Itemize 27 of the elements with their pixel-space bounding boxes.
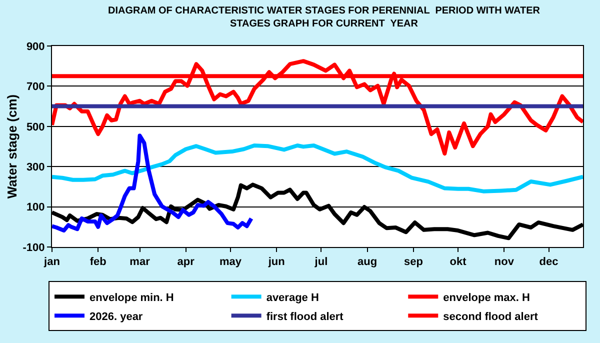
y-tick-label: 900 xyxy=(26,40,45,53)
y-tick-label: 500 xyxy=(26,121,45,134)
x-tick-label: jan xyxy=(43,256,60,268)
y-tick-label: -100 xyxy=(22,242,45,254)
x-tick-label: okt xyxy=(450,256,467,268)
y-tick-label: 700 xyxy=(26,81,45,94)
chart-title: DIAGRAM OF CHARACTERISTIC WATER STAGES FOR PERENNIAL PERIOD WITH WATER STAGES GRAPH FOR CURRENT YEAR xyxy=(108,6,541,30)
legend-label: second flood alert xyxy=(443,310,538,323)
y-tick-label: 100 xyxy=(26,202,45,214)
y-axis-title: Water stage (cm) xyxy=(4,94,20,199)
x-tick-label: may xyxy=(219,256,242,268)
legend-label: envelope max. H xyxy=(443,292,530,304)
x-tick-label: aug xyxy=(358,256,378,268)
legend-label: first flood alert xyxy=(266,310,344,323)
x-tick-label: jun xyxy=(267,256,286,268)
legend-label: average H xyxy=(266,292,319,304)
line-series xyxy=(52,134,254,233)
legend-label: envelope min. H xyxy=(90,292,174,304)
legend-label: 2026. year xyxy=(90,310,144,323)
x-tick-label: mar xyxy=(130,256,151,268)
x-tick-label: dec xyxy=(539,256,558,268)
x-tick-label: feb xyxy=(90,256,107,268)
x-tick-label: jul xyxy=(314,256,328,268)
x-tick-label: nov xyxy=(494,256,515,268)
x-tick-label: apr xyxy=(177,256,196,268)
x-tick-label: sep xyxy=(404,256,424,268)
y-tick-label: 300 xyxy=(26,161,45,174)
